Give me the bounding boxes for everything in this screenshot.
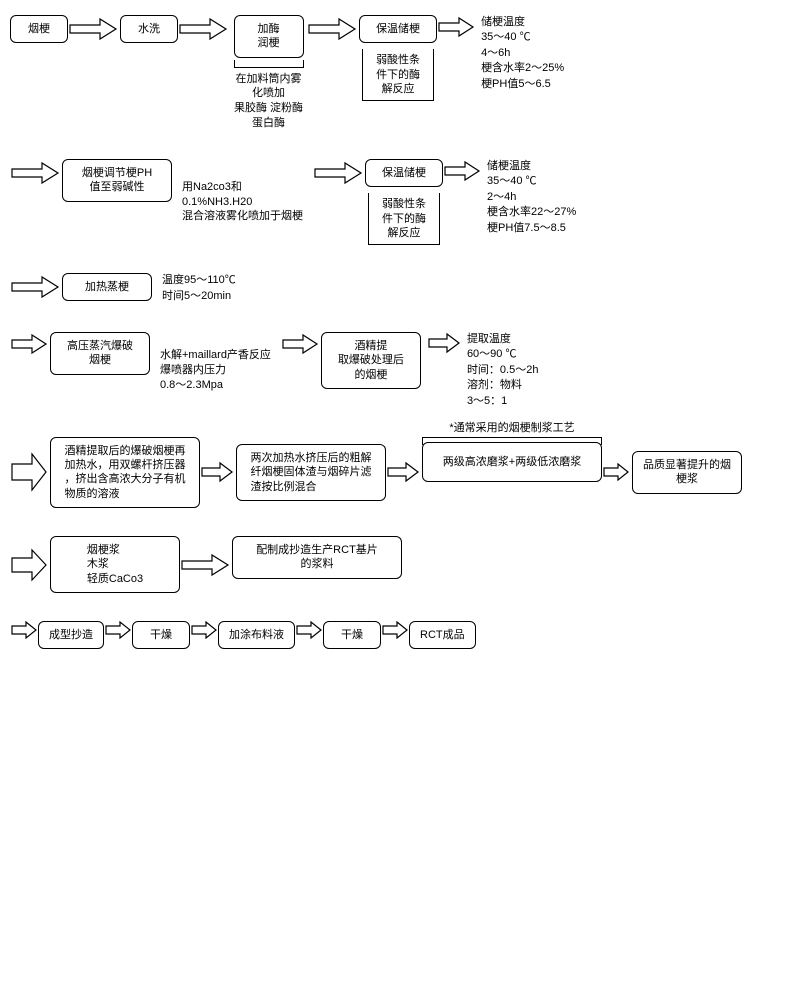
box-mix: 两次加热水挤压后的粗解 纤烟梗固体渣与烟碎片滤 渣按比例混合 (236, 444, 386, 501)
row-4: 高压蒸汽爆破 烟梗 水解+maillard产香反应 爆喷器内压力 0.8～2.3… (10, 332, 802, 409)
arrow (427, 332, 463, 354)
box-product: RCT成品 (409, 621, 476, 649)
box-alcohol-extract: 酒精提 取爆破处理后 的烟梗 (321, 332, 421, 389)
arrow (437, 15, 477, 39)
arrow (602, 462, 632, 482)
box-ingredients: 烟梗浆 木浆 轻质CaCo3 (50, 536, 180, 593)
row-2: 烟梗调节梗PH 值至弱碱性 用Na2co3和 0.1%NH3.H20 混合溶液雾… (10, 159, 802, 245)
box-refine: 两级高浓磨浆+两级低浓磨浆 (422, 442, 602, 482)
box-coating: 加涂布料液 (218, 621, 295, 649)
note-process: *通常采用的烟梗制浆工艺 (445, 421, 578, 436)
arrow (381, 621, 409, 639)
arrow (10, 621, 38, 639)
box-explode: 高压蒸汽爆破 烟梗 (50, 332, 150, 375)
note-enzyme: 在加料筒内雾 化喷加 果胶酶 淀粉酶 蛋白酶 (230, 72, 307, 131)
arrow (10, 273, 62, 301)
box-dry1: 干燥 (132, 621, 190, 649)
arrow (281, 332, 321, 356)
side-note-4: 提取温度 60～90 ℃ 时间：0.5～2h 溶剂：物料 3～5：1 (467, 332, 539, 409)
arrow (190, 621, 218, 639)
arrow (10, 540, 50, 590)
row-3: 加热蒸梗 温度95～110℃ 时间5～20min (10, 273, 802, 304)
box-store1: 保温储梗 (359, 15, 437, 43)
arrow (313, 159, 365, 187)
box-extrude: 酒精提取后的爆破烟梗再 加热水，用双螺杆挤压器 ，挤出含高浓大分子有机 物质的溶… (50, 437, 200, 508)
box-slurry: 配制成抄造生产RCT基片 的浆料 (232, 536, 402, 579)
box-wash: 水洗 (120, 15, 178, 43)
arrow (10, 442, 50, 502)
side-note-2: 储梗温度 35～40 ℃ 2～4h 梗含水率22～27% 梗PH值7.5～8.5 (487, 159, 576, 236)
box-adjust-ph: 烟梗调节梗PH 值至弱碱性 (62, 159, 172, 202)
box-pulp: 品质显著提升的烟 梗浆 (632, 451, 742, 494)
arrow (386, 461, 422, 483)
arrow (200, 461, 236, 483)
col-store: 保温储梗 弱酸性条 件下的酶 解反应 (359, 15, 437, 101)
box-enzyme: 加酶 润梗 (234, 15, 304, 58)
arrow (180, 551, 232, 579)
arrow (443, 159, 483, 183)
arrow (68, 15, 120, 43)
row-1: 烟梗 水洗 加酶 润梗 在加料筒内雾 化喷加 果胶酶 淀粉酶 蛋白酶 保温储梗 … (10, 15, 802, 131)
col-refine: *通常采用的烟梗制浆工艺 两级高浓磨浆+两级低浓磨浆 (422, 437, 602, 482)
arrow (10, 332, 50, 356)
box-store2: 保温储梗 (365, 159, 443, 187)
arrow (295, 621, 323, 639)
box-forming: 成型抄造 (38, 621, 104, 649)
arrow (307, 15, 359, 43)
arrow (104, 621, 132, 639)
arrow (178, 15, 230, 43)
side-note-1: 储梗温度 35～40 ℃ 4～6h 梗含水率2～25% 梗PH值5～6.5 (481, 15, 564, 92)
box-yangeng: 烟梗 (10, 15, 68, 43)
col-enzyme: 加酶 润梗 在加料筒内雾 化喷加 果胶酶 淀粉酶 蛋白酶 (230, 15, 307, 131)
note-solution: 用Na2co3和 0.1%NH3.H20 混合溶液雾化喷加于烟梗 (178, 180, 307, 225)
arrow (10, 159, 62, 187)
col-store2: 保温储梗 弱酸性条 件下的酶 解反应 (365, 159, 443, 245)
box-steam: 加热蒸梗 (62, 273, 152, 301)
note-maillard: 水解+maillard产香反应 爆喷器内压力 0.8～2.3Mpa (156, 348, 275, 393)
side-note-3: 温度95～110℃ 时间5～20min (162, 273, 236, 304)
row-7: 成型抄造 干燥 加涂布料液 干燥 RCT成品 (10, 621, 802, 649)
brace (234, 60, 304, 68)
row-5: 酒精提取后的爆破烟梗再 加热水，用双螺杆挤压器 ，挤出含高浓大分子有机 物质的溶… (10, 437, 802, 508)
brace-note: 弱酸性条 件下的酶 解反应 (362, 49, 434, 101)
box-dry2: 干燥 (323, 621, 381, 649)
row-6: 烟梗浆 木浆 轻质CaCo3 配制成抄造生产RCT基片 的浆料 (10, 536, 802, 593)
brace-note-2: 弱酸性条 件下的酶 解反应 (368, 193, 440, 245)
